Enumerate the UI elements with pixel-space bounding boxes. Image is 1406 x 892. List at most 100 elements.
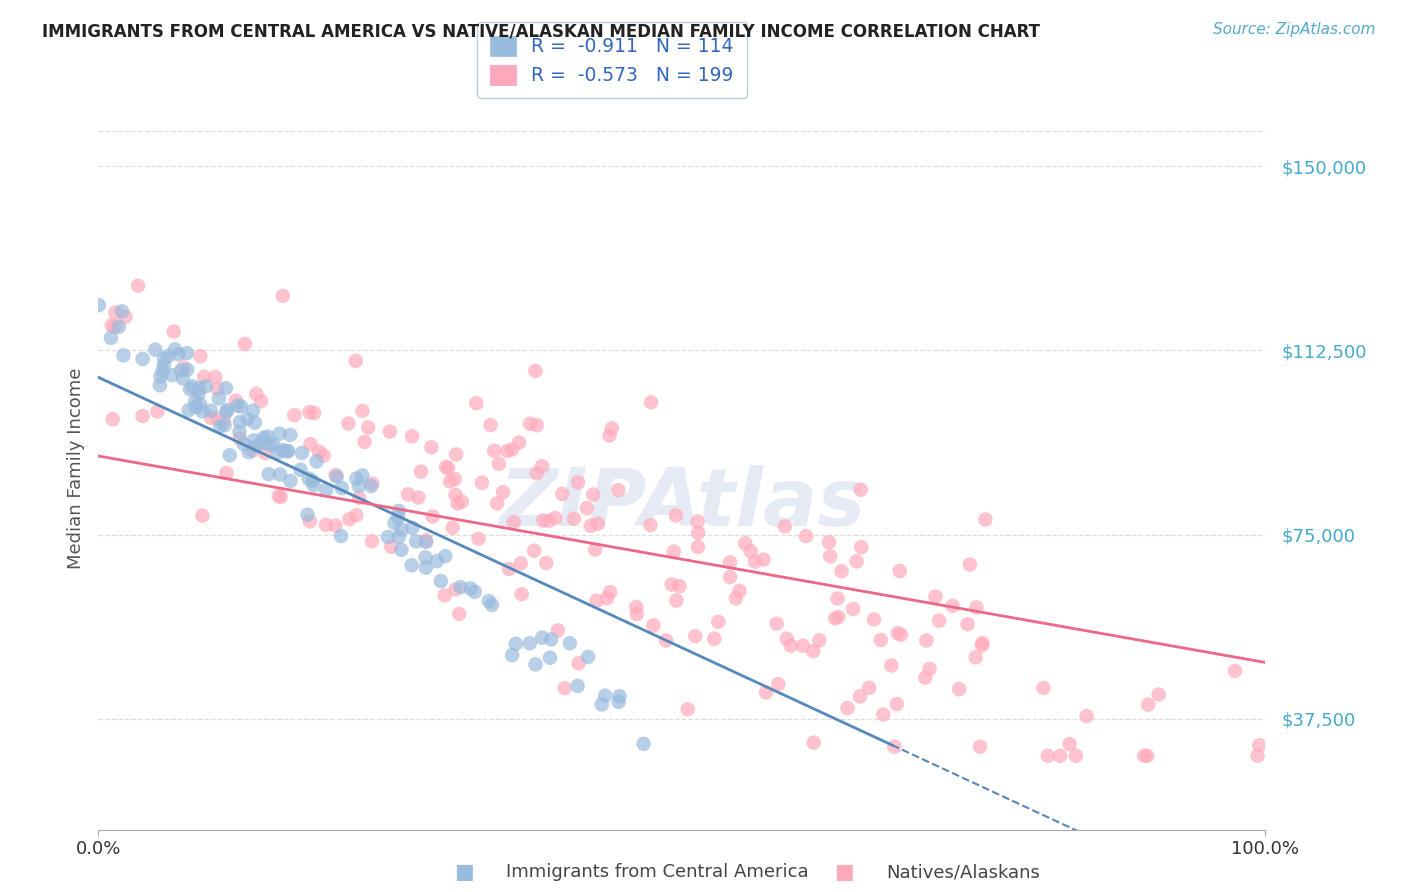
Point: [215, 466, 238, 480]
Point: [188, 397, 211, 411]
Point: [1059, 737, 1081, 751]
Point: [447, 496, 470, 510]
Point: [591, 698, 613, 712]
Point: [217, 403, 239, 417]
Point: [193, 370, 215, 384]
Point: [257, 429, 280, 443]
Point: [190, 349, 212, 363]
Point: [959, 558, 981, 572]
Point: [567, 475, 589, 490]
Point: [200, 410, 222, 425]
Point: [146, 404, 169, 418]
Point: [765, 616, 787, 631]
Point: [302, 406, 325, 420]
Point: [214, 418, 236, 433]
Point: [212, 414, 235, 428]
Point: [643, 618, 665, 632]
Point: [360, 479, 382, 493]
Point: [277, 444, 299, 458]
Point: [315, 517, 337, 532]
Point: [291, 446, 314, 460]
Point: [585, 594, 607, 608]
Point: [598, 428, 620, 442]
Point: [301, 474, 323, 488]
Point: [298, 514, 321, 528]
Point: [607, 695, 630, 709]
Point: [157, 349, 180, 363]
Point: [269, 426, 291, 441]
Point: [676, 702, 699, 716]
Point: [229, 432, 252, 446]
Point: [269, 467, 291, 482]
Point: [184, 400, 207, 414]
Point: [478, 594, 501, 608]
Point: [1036, 748, 1059, 763]
Point: [498, 562, 520, 576]
Point: [267, 445, 290, 459]
Point: [229, 415, 252, 429]
Point: [554, 681, 576, 695]
Point: [131, 409, 153, 423]
Point: [439, 475, 461, 489]
Point: [444, 472, 467, 486]
Point: [502, 515, 524, 529]
Point: [519, 636, 541, 650]
Point: [1032, 681, 1054, 695]
Point: [505, 637, 527, 651]
Point: [387, 510, 409, 524]
Point: [464, 585, 486, 599]
Point: [752, 552, 775, 566]
Point: [378, 425, 401, 439]
Point: [388, 530, 411, 544]
Point: [229, 400, 252, 414]
Point: [524, 364, 547, 378]
Point: [250, 436, 273, 450]
Point: [257, 467, 280, 482]
Point: [531, 459, 554, 474]
Point: [344, 354, 367, 368]
Point: [842, 602, 865, 616]
Point: [242, 434, 264, 448]
Point: [707, 615, 730, 629]
Point: [941, 599, 963, 613]
Point: [391, 523, 413, 537]
Point: [200, 404, 222, 418]
Point: [163, 325, 186, 339]
Point: [889, 564, 911, 578]
Point: [665, 593, 688, 607]
Point: [509, 557, 531, 571]
Point: [280, 428, 302, 442]
Point: [486, 496, 509, 510]
Point: [471, 475, 494, 490]
Point: [768, 677, 790, 691]
Point: [434, 459, 457, 474]
Point: [599, 585, 621, 599]
Point: [869, 632, 891, 647]
Point: [576, 649, 599, 664]
Point: [437, 461, 460, 475]
Point: [824, 611, 846, 625]
Point: [858, 681, 880, 695]
Point: [254, 446, 277, 460]
Point: [344, 472, 367, 486]
Point: [290, 463, 312, 477]
Point: [924, 590, 946, 604]
Point: [558, 636, 581, 650]
Point: [662, 544, 685, 558]
Point: [444, 447, 467, 461]
Point: [415, 550, 437, 565]
Point: [1147, 688, 1170, 702]
Point: [449, 607, 471, 621]
Point: [271, 289, 294, 303]
Point: [972, 636, 994, 650]
Point: [238, 445, 260, 459]
Point: [167, 347, 190, 361]
Point: [538, 650, 561, 665]
Point: [243, 416, 266, 430]
Text: IMMIGRANTS FROM CENTRAL AMERICA VS NATIVE/ALASKAN MEDIAN FAMILY INCOME CORRELATI: IMMIGRANTS FROM CENTRAL AMERICA VS NATIV…: [42, 22, 1040, 40]
Point: [609, 690, 631, 704]
Point: [104, 305, 127, 319]
Point: [330, 529, 353, 543]
Point: [225, 393, 247, 408]
Point: [586, 516, 609, 531]
